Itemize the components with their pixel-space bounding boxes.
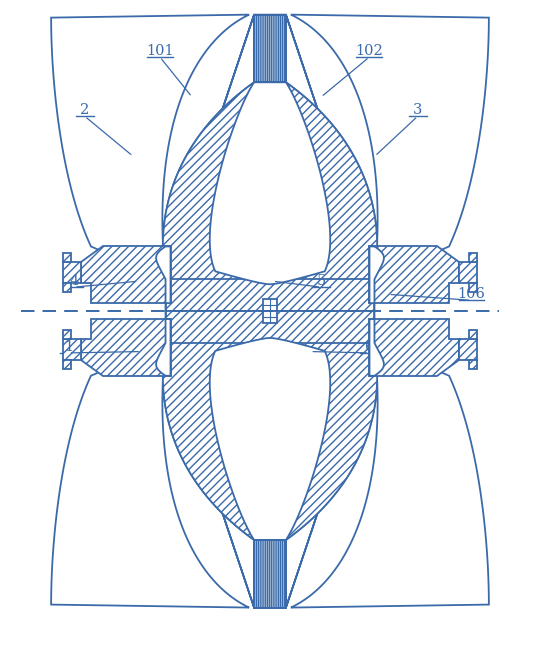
- Polygon shape: [51, 343, 254, 607]
- Polygon shape: [163, 311, 377, 607]
- Polygon shape: [369, 247, 384, 303]
- Polygon shape: [254, 540, 286, 607]
- Polygon shape: [156, 247, 171, 303]
- Polygon shape: [369, 319, 459, 375]
- Polygon shape: [63, 283, 71, 292]
- Polygon shape: [163, 15, 377, 311]
- Polygon shape: [459, 262, 477, 283]
- Polygon shape: [63, 330, 71, 340]
- Polygon shape: [81, 247, 171, 303]
- Polygon shape: [459, 340, 477, 360]
- Polygon shape: [469, 330, 477, 340]
- Text: 6: 6: [364, 340, 374, 354]
- Polygon shape: [369, 247, 459, 303]
- Text: 3: 3: [413, 103, 422, 117]
- Text: 5: 5: [316, 274, 326, 288]
- Polygon shape: [63, 340, 81, 360]
- Text: 106: 106: [457, 288, 485, 301]
- Polygon shape: [210, 338, 330, 540]
- Text: 102: 102: [355, 44, 383, 58]
- Polygon shape: [469, 253, 477, 262]
- Polygon shape: [166, 311, 374, 343]
- Polygon shape: [469, 360, 477, 369]
- Polygon shape: [63, 262, 81, 283]
- Polygon shape: [286, 343, 489, 607]
- Text: 1: 1: [64, 340, 73, 354]
- Polygon shape: [263, 299, 277, 311]
- Text: 101: 101: [146, 44, 174, 58]
- Text: 2: 2: [80, 103, 89, 117]
- Polygon shape: [156, 319, 171, 375]
- Polygon shape: [263, 311, 277, 323]
- Polygon shape: [81, 319, 171, 375]
- Polygon shape: [63, 253, 71, 262]
- Polygon shape: [63, 360, 71, 369]
- Polygon shape: [369, 319, 384, 375]
- Polygon shape: [166, 279, 374, 311]
- Polygon shape: [254, 15, 286, 82]
- Polygon shape: [286, 15, 489, 279]
- Polygon shape: [469, 283, 477, 292]
- Polygon shape: [210, 82, 330, 284]
- Text: 4: 4: [69, 274, 78, 288]
- Polygon shape: [51, 15, 254, 279]
